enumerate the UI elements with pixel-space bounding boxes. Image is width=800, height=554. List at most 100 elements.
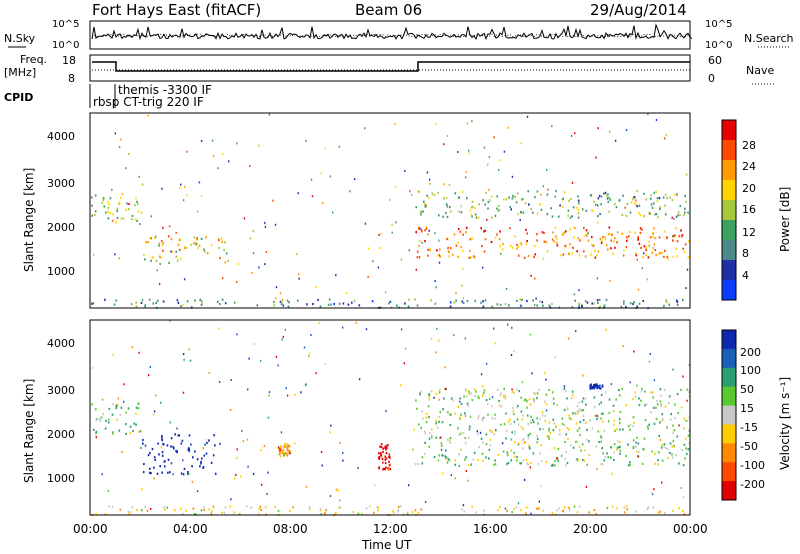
power-cell [678,235,681,238]
velocity-cell [224,506,227,509]
power-speckle [274,223,277,226]
velocity-cell [565,450,567,454]
velocity-cell [613,451,615,454]
velocity-cell [512,410,515,413]
power-cell [449,301,452,304]
velocity-cell [411,511,414,514]
power-cell [559,204,561,207]
power-cell [419,211,422,214]
velocity-speckle [494,342,496,345]
velocity-cell [397,510,399,513]
velocity-speckle [445,449,447,452]
power-cell [579,239,581,242]
power-cell [458,196,460,199]
power-cell [666,300,668,303]
power-cell [634,252,637,255]
velocity-cell [208,439,210,442]
velocity-cell [539,428,541,431]
power-cell [604,235,607,239]
power-cell [563,231,565,234]
power-cell [591,209,594,212]
velocity-cell [659,400,662,403]
velocity-cell [632,445,635,448]
velocity-cell [385,457,388,460]
power-cell [509,205,512,209]
velocity-cell [445,457,447,460]
power-cell [494,236,497,239]
power-cell [503,198,505,201]
velocity-cell [167,458,170,461]
velocity-cell [552,429,555,432]
power-cell [679,204,682,208]
velocity-cell [441,454,443,457]
velocity-cell [598,403,601,406]
velocity-cell [659,510,661,513]
power-cell [319,305,322,308]
velocity-cell [616,507,618,510]
power-cell [554,226,557,229]
velocity-speckle [196,490,199,493]
velocity-cell [548,388,550,392]
velocity-cell [467,404,470,407]
power-cell [663,304,665,308]
power-cell [652,231,654,234]
velocity-speckle [286,394,289,397]
power-speckle [443,183,445,186]
power-speckle [434,302,437,305]
velocity-cell [450,397,453,400]
power-speckle [155,235,157,238]
power-cell [642,256,644,259]
velocity-cell [477,395,480,398]
power-cell [184,246,186,249]
power-cell [461,249,464,253]
velocity-cell [387,468,390,471]
velocity-cell [463,395,465,398]
power-colorbar-swatch [722,160,736,181]
power-cell [447,246,449,250]
power-speckle [249,237,252,240]
velocity-cell [597,385,599,388]
power-cell [496,233,498,236]
power-cell [568,252,570,255]
velocity-cell [545,393,548,396]
power-cell [485,191,487,194]
velocity-cell [515,506,518,509]
power-cell [620,305,623,308]
power-cell [599,305,602,308]
power-cell [109,212,112,215]
power-cell [219,256,221,260]
power-speckle [466,122,469,125]
power-speckle [547,188,549,191]
velocity-speckle [141,488,143,491]
velocity-cell [522,414,524,417]
power-cell [484,203,486,206]
velocity-speckle [176,427,178,430]
velocity-cell [108,407,111,410]
velocity-speckle [430,337,433,340]
velocity-cell [622,428,624,431]
power-cell [546,193,549,196]
velocity-cell [582,414,585,417]
velocity-speckle [202,447,205,450]
velocity-cell [643,448,645,451]
power-cell [436,249,438,252]
power-cell [607,233,610,236]
velocity-cell [582,397,585,400]
power-speckle [609,280,611,283]
velocity-cell [448,413,451,416]
velocity-speckle [150,508,152,510]
power-speckle [198,181,201,184]
velocity-speckle [358,378,361,381]
power-cell [520,211,523,214]
velocity-speckle [633,350,635,353]
power-cell [469,238,472,241]
power-cell [675,247,678,250]
velocity-speckle [342,326,344,329]
velocity-cell [520,462,522,465]
power-speckle [471,120,473,123]
velocity-cell [497,453,500,456]
velocity-scatter [91,320,691,517]
power-cell [429,249,431,252]
velocity-speckle [183,358,185,361]
power-cell [548,304,551,307]
